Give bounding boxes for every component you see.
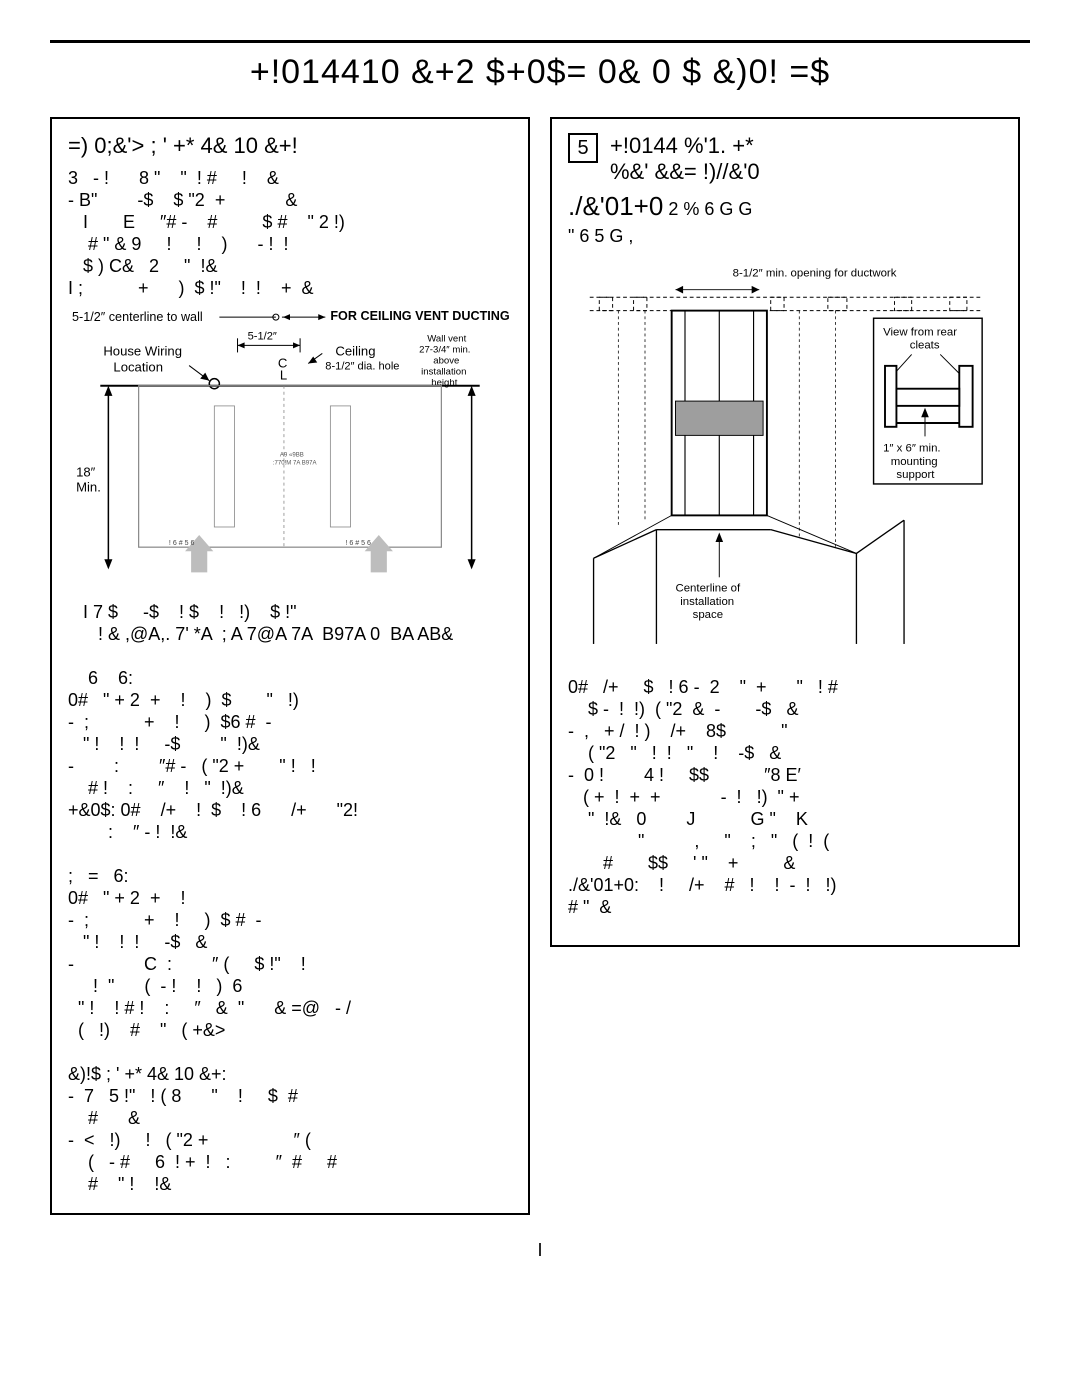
- mount-3: support: [896, 469, 935, 481]
- left-diagram: 5-1/2″ centerline to wall FOR CEILING VE…: [68, 305, 512, 588]
- page-title: +!014410 &+2 $+0$= 0& 0 $ &)0! =$: [50, 53, 1030, 92]
- centerline-1: Centerline of: [675, 583, 741, 595]
- important-tail: 2 % 6 G G: [663, 199, 752, 219]
- min-height-2: Min.: [76, 480, 101, 495]
- left-after-diag-text: I 7 $ -$ ! $ ! !) $ !" ! & ,@A,. 7' *A ;…: [68, 601, 512, 1195]
- important-label: ./&'01+0: [568, 191, 663, 221]
- step-header: 5 +!0144 %'1. +* %&' &&= !)//&'0: [568, 133, 1002, 185]
- left-intro-text: 3 - ! 8 " " ! # ! & - B" -$ $ "2 + & I E…: [68, 167, 512, 299]
- dia-hole: 8-1/2″ dia. hole: [325, 361, 399, 373]
- ceiling-title: FOR CEILING VENT DUCTING: [330, 309, 510, 323]
- columns: =) 0;&'> ; ' +* 4& 10 &+! 3 - ! 8 " " ! …: [50, 117, 1030, 1215]
- wallvent2: 27-3/4″ min.: [419, 344, 470, 355]
- min-height-1: 18″: [76, 465, 96, 480]
- important-row: ./&'01+0 2 % 6 G G: [568, 191, 1002, 222]
- left-column: =) 0;&'> ; ' +* 4& 10 &+! 3 - ! 8 " " ! …: [50, 117, 530, 1215]
- tiny1: A9 «9BB: [280, 452, 304, 458]
- centerline-3: space: [693, 609, 723, 621]
- tiny2: :770!M 7A B97A: [273, 460, 318, 466]
- right-column: 5 +!0144 %'1. +* %&' &&= !)//&'0 ./&'01+…: [550, 117, 1020, 947]
- small-dim-r: ! 6 # 5 6: [345, 540, 371, 547]
- cl-dim: 5-1/2″: [248, 330, 277, 342]
- wallvent3: above: [433, 356, 459, 367]
- important-note: " 6 5 G ,: [568, 226, 1002, 247]
- step-title: +!0144 %'1. +* %&' &&= !)//&'0: [610, 133, 760, 185]
- right-body-text: 0# /+ $ ! 6 - 2 " + " ! # $ - ! !) ( "2 …: [568, 676, 1002, 918]
- opening-label: 8-1/2″ min. opening for ductwork: [733, 267, 897, 279]
- centerline-2: installation: [680, 596, 734, 608]
- mount-1: 1″ x 6″ min.: [883, 443, 941, 455]
- step-number-box: 5: [568, 133, 598, 163]
- ceiling-label: Ceiling: [335, 343, 375, 358]
- house-wiring-1: House Wiring: [103, 343, 182, 358]
- mount-2: mounting: [891, 456, 938, 468]
- left-heading: =) 0;&'> ; ' +* 4& 10 &+!: [68, 133, 512, 159]
- wallvent4: installation: [421, 367, 466, 378]
- wallvent5: height: [431, 378, 457, 389]
- cl-l: L: [280, 368, 287, 383]
- page-number: I: [50, 1240, 1030, 1261]
- view-rear-2: cleats: [910, 340, 940, 352]
- right-diagram: 8-1/2″ min. opening for ductwork: [568, 263, 1002, 663]
- house-wiring-2: Location: [113, 360, 163, 375]
- cl-to-wall-label: 5-1/2″ centerline to wall: [72, 310, 203, 324]
- small-dim-l: ! 6 # 5 6: [169, 540, 195, 547]
- page: +!014410 &+2 $+0$= 0& 0 $ &)0! =$ =) 0;&…: [0, 0, 1080, 1291]
- wallvent1: Wall vent: [427, 333, 466, 344]
- top-rule: [50, 40, 1030, 43]
- view-rear-1: View from rear: [883, 326, 957, 338]
